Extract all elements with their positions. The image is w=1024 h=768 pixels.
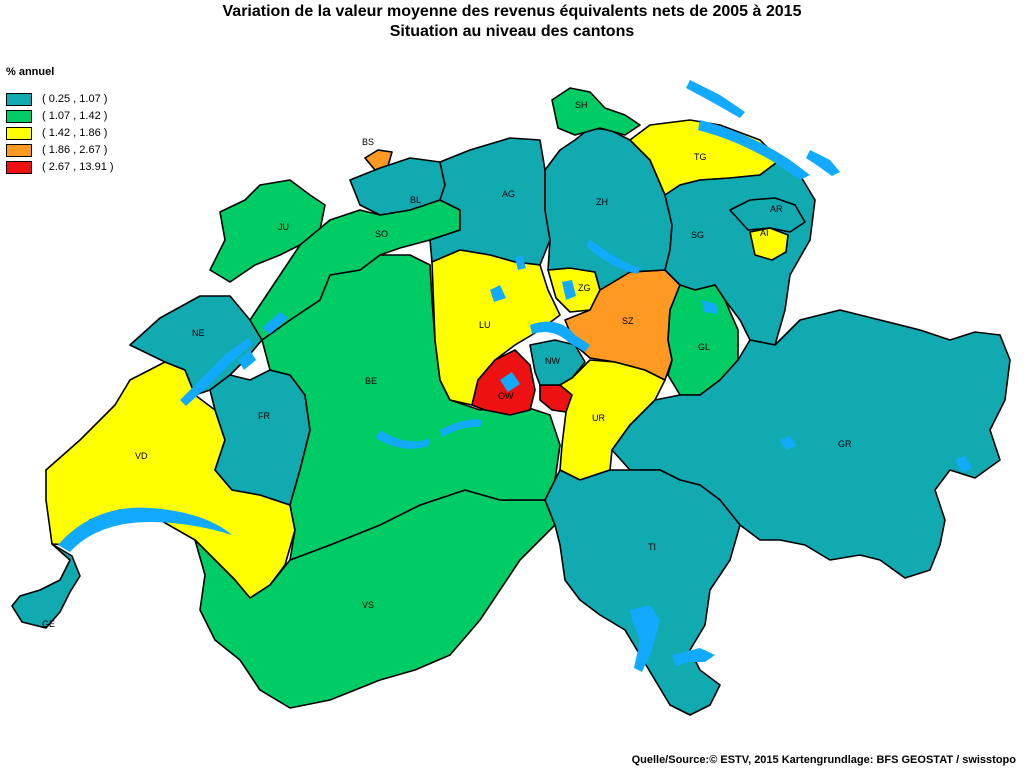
lake-sarnen	[500, 372, 520, 392]
label-nw: NW	[545, 356, 560, 366]
legend-swatch	[6, 93, 32, 106]
label-gr: GR	[838, 439, 852, 449]
lake-morat	[238, 350, 256, 370]
canton-lu[interactable]	[431, 249, 561, 406]
label-lu: LU	[479, 320, 491, 330]
lake-hallwil	[515, 255, 526, 270]
label-ar: AR	[770, 204, 783, 214]
legend-swatch	[6, 161, 32, 174]
label-ow: OW	[498, 391, 514, 401]
label-vd: VD	[135, 451, 148, 461]
title-line-2: Situation au niveau des cantons	[389, 23, 635, 40]
map-title: Variation de la valeur moyenne des reven…	[0, 2, 1024, 42]
canton-be[interactable]	[261, 254, 561, 561]
canton-ag[interactable]	[429, 137, 551, 266]
lake-brienz	[440, 419, 482, 437]
label-sg: SG	[691, 230, 704, 240]
label-ti: TI	[648, 542, 656, 552]
label-ju: JU	[278, 222, 289, 232]
label-ai: AI	[760, 228, 769, 238]
canton-bs[interactable]	[364, 149, 393, 171]
label-gl: GL	[698, 342, 710, 352]
lakes-and-rivers	[58, 80, 972, 672]
label-zg: ZG	[578, 283, 591, 293]
lake-constance-east	[806, 150, 840, 176]
label-ge: GE	[42, 619, 55, 629]
label-tg: TG	[694, 152, 707, 162]
legend-range-label: ( 1.07 , 1.42 )	[42, 110, 108, 122]
lake-gr-2	[955, 456, 972, 472]
lake-lucerne	[530, 321, 590, 352]
lake-zug	[562, 280, 576, 300]
canton-ai[interactable]	[749, 227, 789, 261]
label-bl: BL	[410, 195, 421, 205]
lake-sempach	[490, 285, 506, 302]
label-be: BE	[365, 376, 377, 386]
lake-zurich	[586, 240, 640, 274]
lake-geneva	[58, 507, 232, 552]
legend-range-label: ( 2.67 , 13.91 )	[42, 161, 114, 173]
legend-swatch	[6, 127, 32, 140]
legend-range-label: ( 1.42 , 1.86 )	[42, 127, 108, 139]
canton-ti[interactable]	[544, 469, 741, 716]
label-so: SO	[375, 229, 388, 239]
lake-lugano	[672, 648, 715, 666]
canton-sh[interactable]	[551, 87, 641, 136]
lake-constance	[698, 120, 810, 180]
label-zh: ZH	[596, 197, 608, 207]
legend-swatch	[6, 110, 32, 123]
canton-ar[interactable]	[729, 197, 806, 233]
label-ur: UR	[592, 413, 605, 423]
legend-range-label: ( 1.86 , 2.67 )	[42, 144, 108, 156]
lake-walen	[702, 300, 718, 314]
lake-neuchatel	[180, 338, 252, 406]
legend-title: % annuel	[6, 66, 55, 78]
legend-swatch	[6, 144, 32, 157]
legend-range-label: ( 0.25 , 1.07 )	[42, 93, 108, 105]
canton-ge[interactable]	[11, 543, 81, 629]
canton-vs[interactable]	[194, 489, 556, 709]
lake-gr-1	[780, 436, 796, 450]
lake-constance-north	[686, 80, 745, 118]
lake-maggiore	[630, 605, 660, 672]
label-ne: NE	[192, 328, 205, 338]
title-line-1: Variation de la valeur moyenne des reven…	[222, 3, 802, 20]
label-ag: AG	[502, 189, 515, 199]
lake-biel	[262, 312, 288, 334]
label-vs: VS	[362, 600, 374, 610]
source-credit: Quelle/Source:© ESTV, 2015 Kartengrundla…	[631, 754, 1016, 766]
label-sz: SZ	[622, 316, 634, 326]
label-bs: BS	[362, 137, 374, 147]
label-sh: SH	[575, 100, 588, 110]
lake-thun	[376, 430, 430, 449]
label-fr: FR	[258, 411, 270, 421]
